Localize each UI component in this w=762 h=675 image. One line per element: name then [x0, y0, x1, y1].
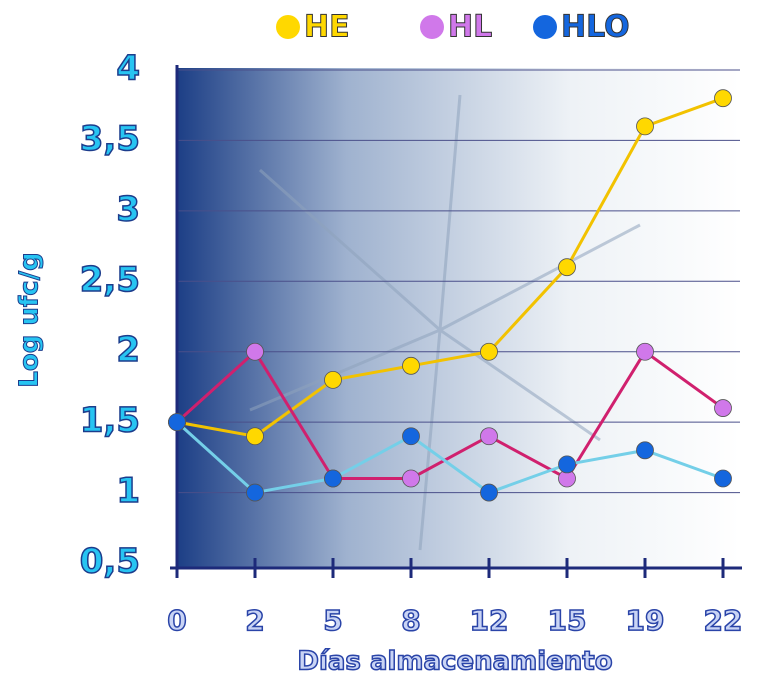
data-point	[637, 343, 654, 360]
data-point	[637, 442, 654, 459]
x-tick-label: 5	[323, 604, 342, 637]
x-tick-label: 0	[167, 604, 186, 637]
y-tick-label: 2	[116, 330, 140, 370]
data-point	[637, 118, 654, 135]
data-point	[715, 400, 732, 417]
data-point	[169, 414, 186, 431]
y-tick-label: 3	[116, 189, 140, 229]
y-tick-label: 3,5	[80, 119, 140, 159]
legend-label: HL	[448, 10, 492, 45]
x-axis-label: Días almacenamiento	[297, 647, 612, 675]
y-tick-label: 4	[116, 49, 140, 89]
data-point	[247, 428, 264, 445]
data-point	[715, 470, 732, 487]
y-tick-label: 2,5	[80, 260, 140, 300]
x-tick-label: 8	[401, 604, 420, 637]
data-point	[481, 428, 498, 445]
data-point	[325, 371, 342, 388]
data-point	[559, 456, 576, 473]
legend-label: HLO	[561, 10, 630, 45]
data-point	[403, 428, 420, 445]
y-axis-label: Log ufc/g	[15, 252, 45, 387]
chart: Log ufc/g Días almacenamiento 0,5 1 1,5 2 2,…	[0, 0, 762, 675]
x-tick-label: 22	[704, 604, 743, 637]
y-tick-label: 1,5	[80, 401, 140, 441]
x-tick-label: 2	[245, 604, 264, 637]
legend-label: HE	[304, 10, 350, 45]
x-tick-label: 15	[548, 604, 587, 637]
x-tick-label: 19	[626, 604, 665, 637]
y-tick-label: 0,5	[80, 542, 140, 582]
data-point	[481, 484, 498, 501]
data-point	[325, 470, 342, 487]
data-point	[247, 343, 264, 360]
data-point	[403, 357, 420, 374]
x-tick-label: 12	[470, 604, 509, 637]
data-point	[559, 259, 576, 276]
legend-marker	[420, 15, 444, 39]
y-tick-label: 1	[116, 471, 140, 511]
legend-marker	[276, 15, 300, 39]
data-point	[715, 90, 732, 107]
data-point	[481, 343, 498, 360]
data-point	[247, 484, 264, 501]
legend-marker	[533, 15, 557, 39]
data-point	[403, 470, 420, 487]
